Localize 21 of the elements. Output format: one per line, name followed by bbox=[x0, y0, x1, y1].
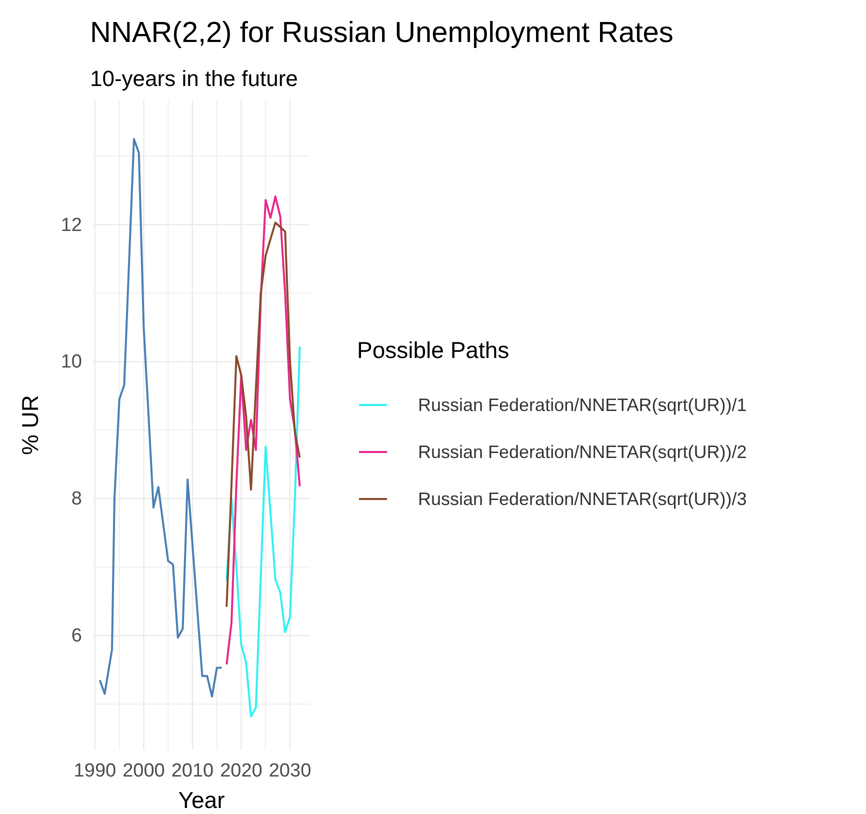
y-tick-label: 12 bbox=[60, 214, 82, 236]
line-series bbox=[226, 222, 301, 608]
y-tick-label: 8 bbox=[71, 488, 82, 510]
x-axis-title: Year bbox=[178, 787, 226, 813]
y-tick-label: 10 bbox=[60, 352, 82, 373]
line-series bbox=[226, 196, 301, 666]
x-tick-label: 2000 bbox=[122, 760, 165, 782]
x-tick-label: 1990 bbox=[74, 760, 116, 782]
line-series bbox=[226, 346, 301, 718]
legend-label: Russian Federation/NNETAR(sqrt(UR))/1 bbox=[418, 395, 747, 415]
chart-subtitle: 10-years in the future bbox=[90, 66, 298, 91]
legend-label: Russian Federation/NNETAR(sqrt(UR))/2 bbox=[418, 442, 747, 462]
text: NNAR(2,2) for Russian Unemployment Rates bbox=[90, 17, 674, 49]
y-tick-label: 6 bbox=[71, 626, 82, 647]
legend-title: Possible Paths bbox=[357, 337, 510, 363]
x-tick-label: 2020 bbox=[220, 760, 262, 782]
legend-label: Russian Federation/NNETAR(sqrt(UR))/3 bbox=[418, 489, 747, 509]
line-series bbox=[98, 138, 223, 698]
x-tick-label: 2010 bbox=[171, 760, 214, 782]
x-tick-label: 2030 bbox=[268, 760, 312, 782]
y-axis-title: % UR bbox=[17, 394, 43, 456]
